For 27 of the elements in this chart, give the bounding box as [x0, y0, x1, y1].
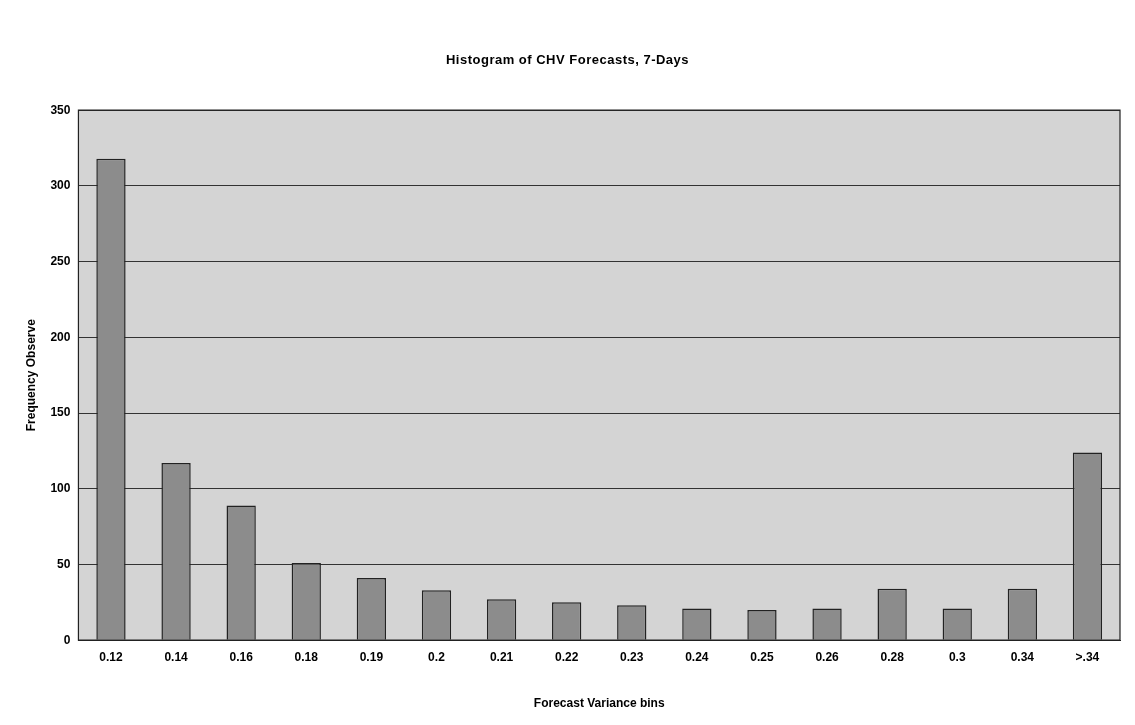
x-tick-label: 0.34 [1010, 649, 1035, 664]
y-tick-label: 150 [50, 405, 71, 420]
x-tick-label: 0.28 [880, 649, 905, 664]
x-tick-label: 0.3 [948, 649, 966, 664]
chart-title: Histogram of CHV Forecasts, 7-Days [444, 52, 691, 67]
y-tick-label: 300 [50, 178, 71, 193]
x-tick-label: 0.18 [294, 649, 319, 664]
y-tick-label: 100 [50, 481, 71, 496]
x-tick-label: 0.14 [164, 649, 189, 664]
x-tick-label: 0.19 [359, 649, 384, 664]
x-tick-label: 0.26 [815, 649, 840, 664]
x-tick-label: 0.23 [620, 649, 644, 664]
x-tick-label: 0.21 [489, 649, 514, 664]
x-tick-label: 0.2 [428, 649, 446, 664]
x-axis-title: Forecast Variance bins [533, 696, 665, 711]
x-tick-label: 0.22 [554, 649, 579, 664]
y-tick-label: 0 [63, 632, 71, 647]
x-tick-label: 0.16 [229, 649, 254, 664]
y-tick-label: 250 [50, 253, 71, 268]
y-tick-label: 200 [50, 329, 71, 344]
x-tick-label: >.34 [1075, 649, 1100, 664]
y-tick-label: 350 [50, 102, 71, 117]
y-tick-label: 50 [57, 556, 71, 571]
x-tick-label: 0.24 [685, 649, 709, 664]
x-tick-label: 0.12 [99, 649, 123, 664]
y-axis-title: Frequency Observe [23, 318, 38, 432]
x-tick-label: 0.25 [750, 649, 774, 664]
